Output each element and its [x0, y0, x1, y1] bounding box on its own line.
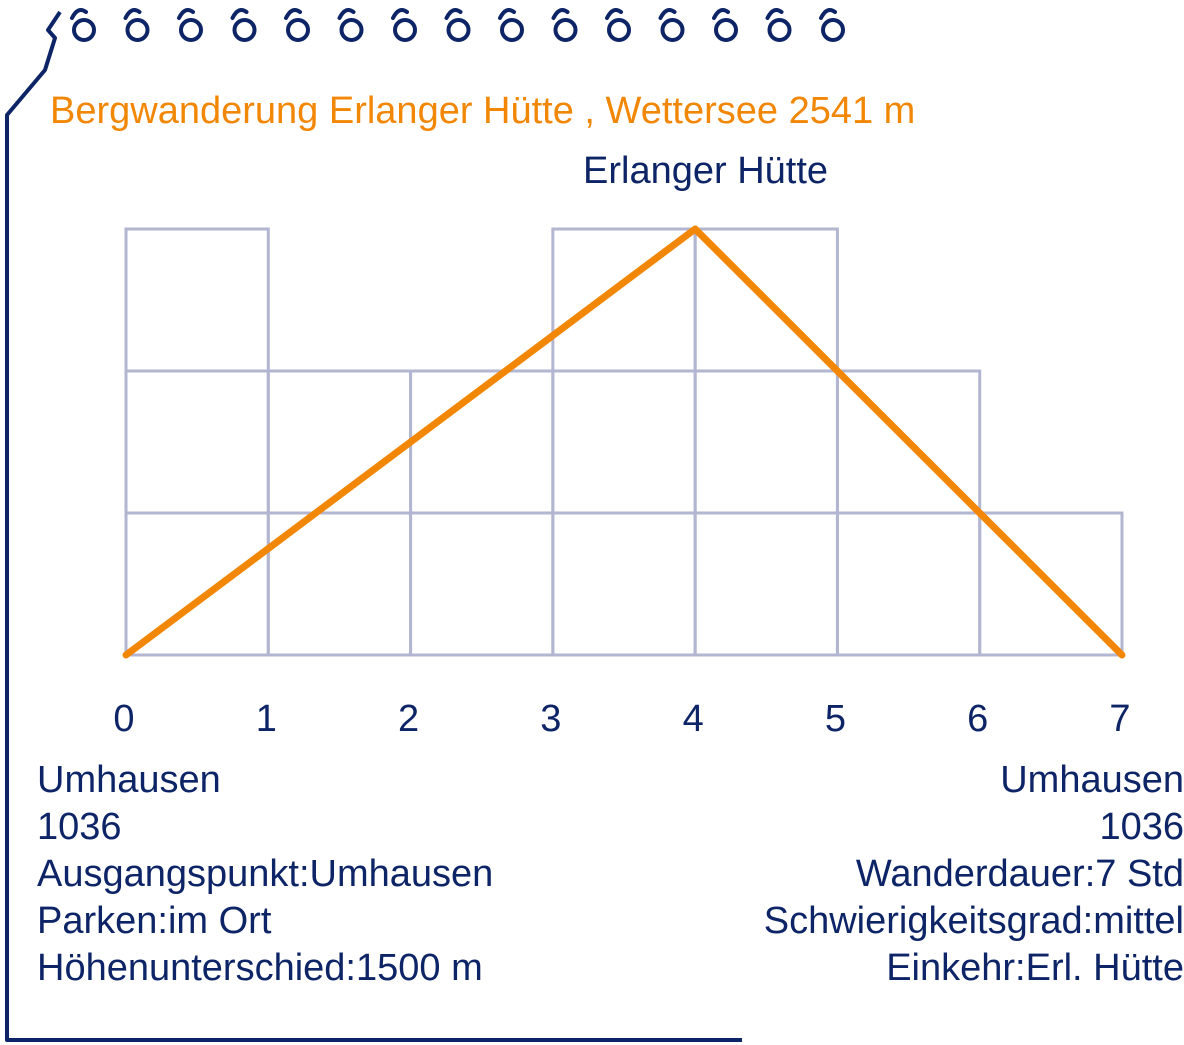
spiral-ring	[393, 18, 417, 42]
spiral-hook	[765, 8, 784, 20]
end-detail: Einkehr:Erl. Hütte	[886, 947, 1184, 989]
chart-title: Bergwanderung Erlanger Hütte , Wettersee…	[50, 90, 916, 132]
grid-cell	[551, 511, 697, 657]
spiral-ring	[500, 18, 524, 42]
start-place: Umhausen	[37, 759, 221, 801]
spiral-hook	[177, 8, 195, 20]
spiral-hook	[712, 8, 730, 20]
grid-cell	[124, 511, 270, 657]
chart-grid	[124, 227, 1124, 657]
end-detail: Wanderdauer:7 Std	[855, 853, 1184, 895]
start-info: Umhausen 1036 Ausgangspunkt:Umhausen Par…	[37, 757, 493, 992]
spiral-ring	[446, 18, 471, 42]
grid-cell	[835, 511, 982, 657]
grid-cell	[978, 511, 1124, 657]
grid-cell	[551, 227, 697, 373]
spiral-ring	[179, 18, 203, 42]
end-detail: Schwierigkeitsgrad:mittel	[763, 900, 1184, 942]
spiral-hook	[70, 8, 88, 20]
x-tick-label: 3	[540, 698, 561, 740]
grid-cell	[693, 369, 839, 515]
grid-cell	[124, 369, 270, 515]
grid-cell	[693, 511, 839, 657]
grid-cell	[124, 227, 270, 373]
end-info: Umhausen 1036 Wanderdauer:7 Std Schwieri…	[764, 757, 1184, 992]
x-tick-label: 2	[398, 698, 419, 740]
spiral-ring	[767, 18, 792, 42]
grid-cell	[409, 511, 555, 657]
spiral-ring	[714, 18, 738, 42]
x-axis-ticks: 0 1 2 3 4 5 6 7	[113, 698, 1130, 740]
end-place: Umhausen	[1000, 759, 1184, 801]
spiral-ring	[821, 18, 845, 42]
spiral-hook	[605, 8, 623, 20]
spiral-hook	[658, 8, 677, 20]
spiral-hook	[230, 8, 249, 20]
grid-cell	[551, 369, 697, 515]
spiral-ring	[660, 18, 685, 42]
x-tick-label: 4	[683, 698, 704, 740]
spiral-hook	[819, 8, 837, 20]
spiral-hook	[337, 8, 356, 20]
series-line	[122, 225, 1126, 659]
peak-label: Erlanger Hütte	[583, 150, 829, 192]
spiral-binding	[70, 8, 845, 42]
spiral-ring	[339, 18, 364, 42]
spiral-ring	[72, 18, 96, 42]
start-altitude: 1036	[37, 806, 122, 848]
spiral-hook	[551, 8, 570, 20]
spiral-ring	[286, 18, 310, 42]
x-tick-label: 5	[825, 698, 846, 740]
end-altitude: 1036	[1099, 806, 1184, 848]
spiral-ring	[232, 18, 257, 42]
spiral-hook	[444, 8, 463, 20]
start-detail: Höhenunterschied:1500 m	[37, 947, 483, 989]
x-tick-label: 1	[256, 698, 277, 740]
notepad-border	[5, 10, 742, 1042]
x-tick-label: 0	[113, 698, 134, 740]
elevation-profile	[122, 225, 1126, 659]
spiral-ring	[607, 18, 631, 42]
x-tick-label: 7	[1109, 698, 1130, 740]
spiral-ring	[553, 18, 578, 42]
x-tick-label: 6	[967, 698, 988, 740]
spiral-hook	[391, 8, 409, 20]
grid-cell	[835, 369, 982, 515]
spiral-hook	[498, 8, 516, 20]
spiral-hook	[284, 8, 302, 20]
grid-cell	[693, 227, 839, 373]
start-detail: Ausgangspunkt:Umhausen	[37, 853, 494, 895]
spiral-ring	[125, 18, 150, 42]
start-detail: Parken:im Ort	[37, 900, 272, 942]
spiral-hook	[123, 8, 142, 20]
